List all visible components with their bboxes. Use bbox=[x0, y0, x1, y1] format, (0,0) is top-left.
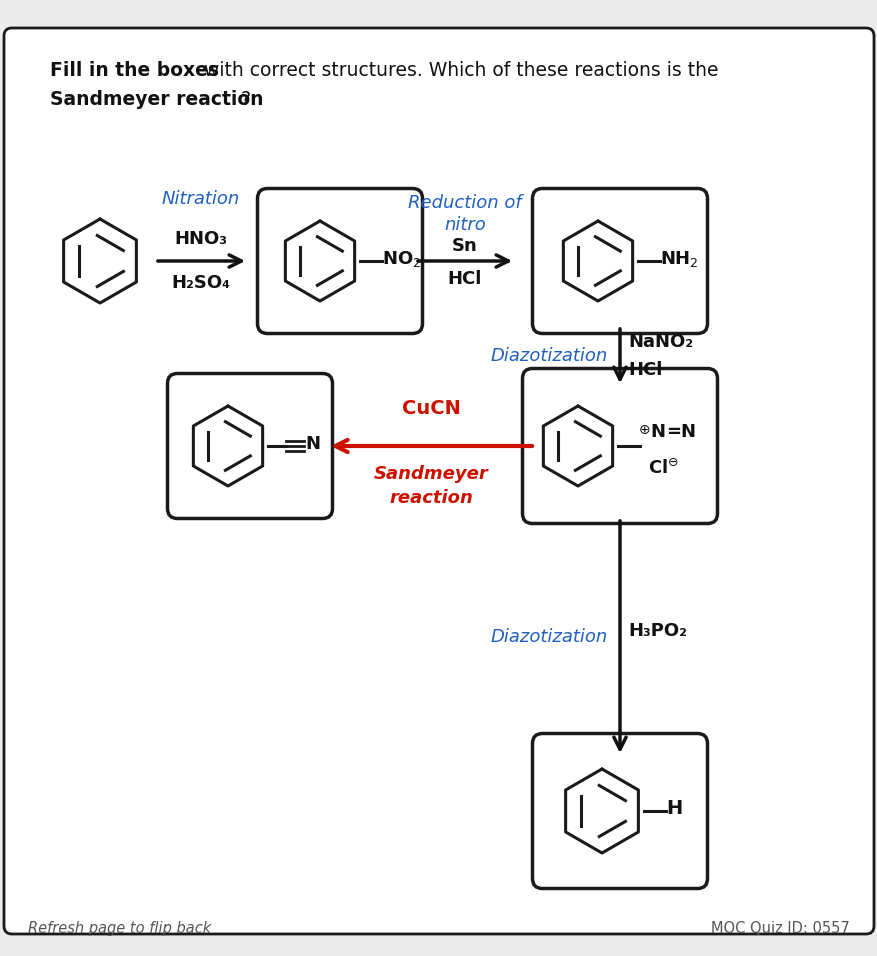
FancyBboxPatch shape bbox=[531, 188, 707, 334]
Text: HCl: HCl bbox=[447, 270, 481, 288]
Text: HCl: HCl bbox=[627, 361, 661, 379]
FancyBboxPatch shape bbox=[522, 368, 717, 524]
FancyBboxPatch shape bbox=[4, 28, 873, 934]
Text: HNO₃: HNO₃ bbox=[175, 230, 227, 248]
Text: N: N bbox=[304, 435, 319, 453]
Text: nitro: nitro bbox=[444, 216, 485, 234]
Text: ?: ? bbox=[240, 90, 251, 109]
Text: MOC Quiz ID: 0557: MOC Quiz ID: 0557 bbox=[710, 921, 849, 936]
Text: NaNO₂: NaNO₂ bbox=[627, 333, 692, 351]
Text: =N: =N bbox=[666, 423, 695, 441]
Text: CuCN: CuCN bbox=[401, 399, 460, 418]
FancyBboxPatch shape bbox=[168, 374, 332, 518]
Text: Sandmeyer: Sandmeyer bbox=[374, 465, 488, 483]
FancyBboxPatch shape bbox=[531, 733, 707, 888]
Text: Nitration: Nitration bbox=[161, 190, 239, 208]
Text: with correct structures. Which of these reactions is the: with correct structures. Which of these … bbox=[198, 61, 717, 80]
Text: H: H bbox=[666, 799, 681, 818]
Text: Fill in the boxes: Fill in the boxes bbox=[50, 61, 218, 80]
Text: NO$_2$: NO$_2$ bbox=[381, 249, 421, 269]
Text: Diazotization: Diazotization bbox=[490, 628, 607, 646]
Text: reaction: reaction bbox=[389, 489, 473, 507]
Text: Diazotization: Diazotization bbox=[490, 347, 607, 365]
Text: N: N bbox=[649, 423, 664, 441]
Text: H₃PO₂: H₃PO₂ bbox=[627, 622, 686, 640]
Text: Refresh page to flip back: Refresh page to flip back bbox=[28, 921, 211, 936]
Text: Reduction of: Reduction of bbox=[408, 194, 521, 212]
Text: H₂SO₄: H₂SO₄ bbox=[171, 274, 231, 292]
Text: $\oplus$: $\oplus$ bbox=[638, 423, 650, 437]
Text: Sandmeyer reaction: Sandmeyer reaction bbox=[50, 90, 263, 109]
Text: Sn: Sn bbox=[452, 237, 477, 255]
FancyBboxPatch shape bbox=[257, 188, 422, 334]
Text: Cl$^{\ominus}$: Cl$^{\ominus}$ bbox=[647, 458, 678, 478]
Text: NH$_2$: NH$_2$ bbox=[660, 249, 698, 269]
